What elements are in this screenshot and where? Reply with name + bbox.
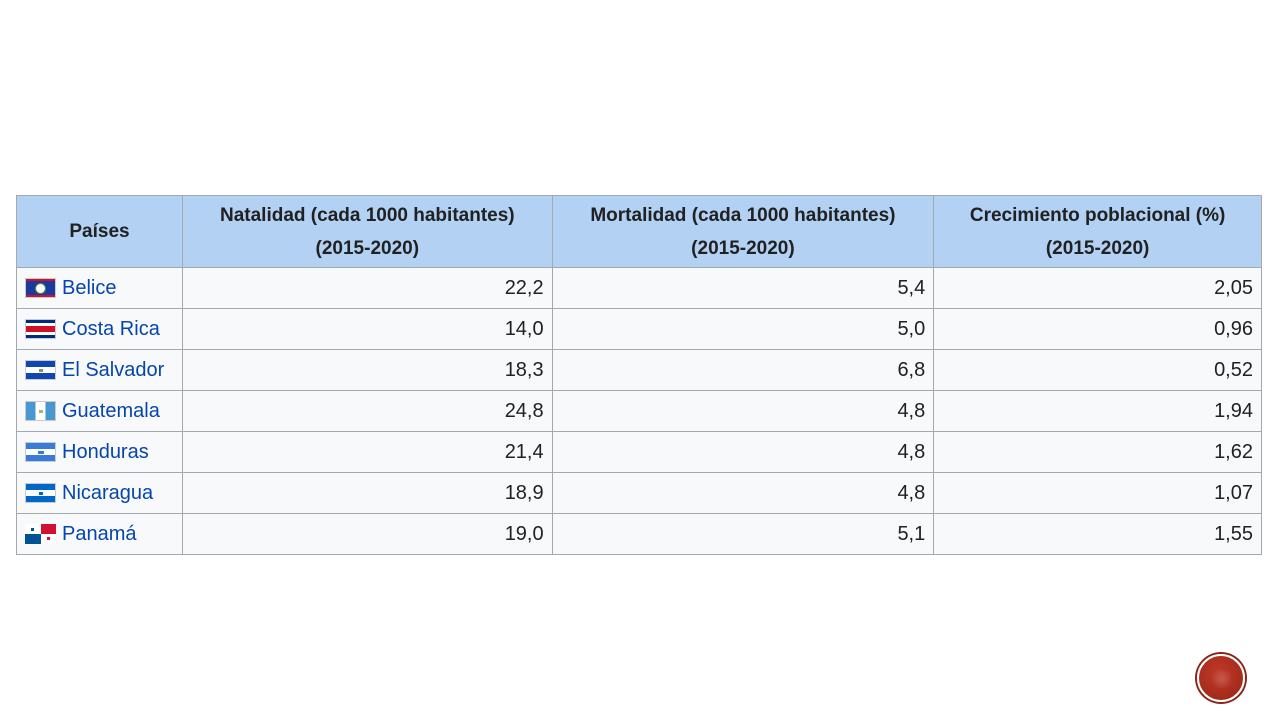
crecimiento-cell: 1,07 [933,472,1262,514]
table-row: Costa Rica 14,0 5,0 0,96 [16,308,1262,350]
crecimiento-cell: 1,55 [933,513,1262,555]
mortalidad-cell: 4,8 [551,472,935,514]
table-row: Panamá 19,0 5,1 1,55 [16,513,1262,555]
nicaragua-flag-icon [25,483,56,503]
crecimiento-cell: 0,52 [933,349,1262,391]
mortalidad-cell: 5,0 [551,308,935,350]
header-mortalidad: Mortalidad (cada 1000 habitantes) (2015-… [551,195,935,268]
mortalidad-cell: 4,8 [551,390,935,432]
country-cell: Costa Rica [16,308,183,350]
honduras-flag-icon [25,442,56,462]
header-paises: Países [16,195,183,268]
panama-flag-icon [25,524,56,544]
natalidad-cell: 22,2 [181,267,553,309]
guatemala-flag-icon [25,401,56,421]
country-link-nicaragua[interactable]: Nicaragua [62,481,154,504]
header-mortalidad-line2: (2015-2020) [691,237,795,259]
belize-flag-icon [25,278,56,298]
table-row: Belice 22,2 5,4 2,05 [16,267,1262,309]
table-row: El Salvador 18,3 6,8 0,52 [16,349,1262,391]
country-cell: Panamá [16,513,183,555]
crecimiento-cell: 0,96 [933,308,1262,350]
table-header-row: Países Natalidad (cada 1000 habitantes) … [16,195,1262,268]
country-cell: Nicaragua [16,472,183,514]
header-natalidad: Natalidad (cada 1000 habitantes) (2015-2… [181,195,553,268]
crecimiento-cell: 1,62 [933,431,1262,473]
country-link-honduras[interactable]: Honduras [62,440,149,463]
crecimiento-cell: 1,94 [933,390,1262,432]
demographics-table: Países Natalidad (cada 1000 habitantes) … [16,195,1262,555]
natalidad-cell: 19,0 [181,513,553,555]
el-salvador-flag-icon [25,360,56,380]
natalidad-cell: 21,4 [181,431,553,473]
natalidad-cell: 24,8 [181,390,553,432]
header-mortalidad-line1: Mortalidad (cada 1000 habitantes) [590,204,896,226]
slide-nav-circle-icon[interactable] [1197,654,1245,702]
header-crecimiento-line2: (2015-2020) [1045,237,1150,259]
mortalidad-cell: 6,8 [551,349,935,391]
costa-rica-flag-icon [25,319,56,339]
table-row: Honduras 21,4 4,8 1,62 [16,431,1262,473]
country-cell: Belice [16,267,183,309]
table-row: Guatemala 24,8 4,8 1,94 [16,390,1262,432]
country-cell: Guatemala [16,390,183,432]
country-link-el-salvador[interactable]: El Salvador [62,358,165,381]
mortalidad-cell: 5,4 [551,267,935,309]
header-paises-label: Países [69,221,130,242]
country-link-costa-rica[interactable]: Costa Rica [62,317,160,340]
country-cell: Honduras [16,431,183,473]
header-natalidad-line2: (2015-2020) [315,237,420,259]
country-cell: El Salvador [16,349,183,391]
country-link-belice[interactable]: Belice [62,276,117,299]
header-natalidad-line1: Natalidad (cada 1000 habitantes) [220,204,515,226]
natalidad-cell: 18,3 [181,349,553,391]
country-link-panama[interactable]: Panamá [62,522,137,545]
table-row: Nicaragua 18,9 4,8 1,07 [16,472,1262,514]
crecimiento-cell: 2,05 [933,267,1262,309]
mortalidad-cell: 5,1 [551,513,935,555]
natalidad-cell: 18,9 [181,472,553,514]
header-crecimiento: Crecimiento poblacional (%) (2015-2020) [933,195,1262,268]
natalidad-cell: 14,0 [181,308,553,350]
header-crecimiento-line1: Crecimiento poblacional (%) [969,204,1226,226]
mortalidad-cell: 4,8 [551,431,935,473]
country-link-guatemala[interactable]: Guatemala [62,399,160,422]
